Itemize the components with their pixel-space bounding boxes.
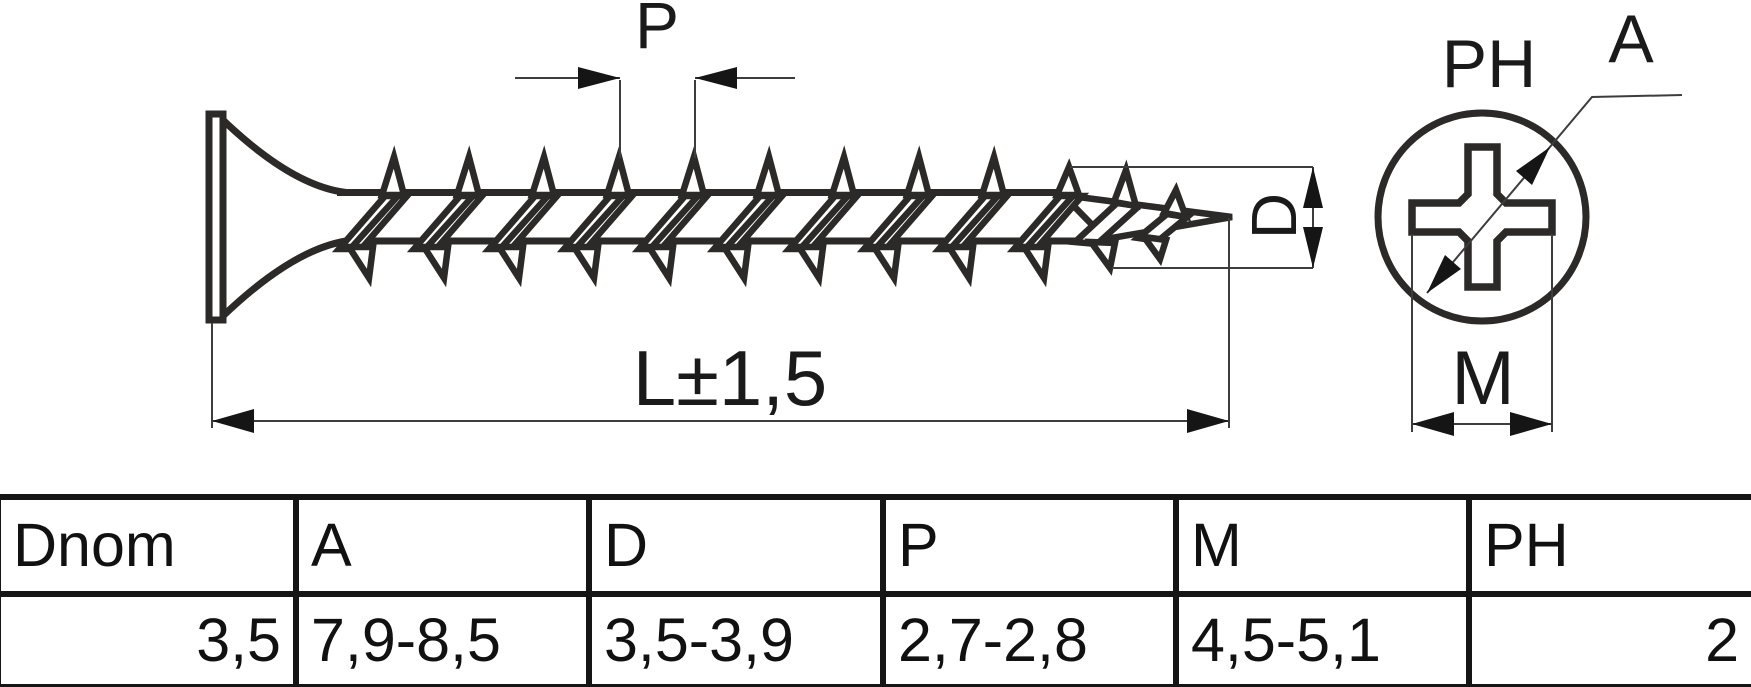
dimension-length: L±1,5 (211, 218, 1230, 433)
arrow-right-icon (1187, 409, 1229, 433)
screw-threads (331, 145, 1015, 288)
header-cell-dnom: Dnom (0, 494, 299, 597)
head-flat-face (205, 110, 227, 324)
header-cell-d: D (586, 494, 886, 597)
value-cell-ph: 2 (1466, 591, 1751, 687)
screw-tip (1006, 158, 1233, 288)
thread-unit (856, 145, 940, 288)
head-bottom-curve (220, 237, 347, 319)
arrow-downleft-icon (1427, 255, 1461, 293)
value-cell-d: 3,5-3,9 (586, 591, 886, 687)
header-cell-m: M (1173, 494, 1472, 597)
dimension-pitch: P (515, 0, 795, 158)
dimension-recess-diagonal: A (1426, 1, 1683, 294)
table-header-row: Dnom A D P M PH (0, 494, 1751, 597)
header-cell-a: A (293, 494, 592, 597)
arrow-right-icon (578, 67, 620, 89)
thread-unit (631, 145, 715, 288)
thread-unit (781, 145, 865, 288)
value-cell-a: 7,9-8,5 (293, 591, 592, 687)
dimension-diameter: D (1070, 166, 1323, 269)
head-top-curve (220, 117, 347, 196)
arrow-upright-icon (1516, 147, 1550, 185)
arrow-left-icon (1412, 412, 1454, 436)
dimension-recess-width: M (1411, 234, 1553, 436)
screw-head (205, 110, 347, 324)
recess-width-label: M (1451, 336, 1514, 421)
thread-unit (1006, 158, 1090, 288)
screw-side-view: P L±1,5 D (205, 0, 1323, 433)
tip-thread-unit (1130, 182, 1195, 267)
head-fill (223, 120, 342, 316)
phillips-recess-icon (1408, 143, 1556, 291)
head-front-view: A PH M (1374, 1, 1683, 436)
value-cell-p: 2,7-2,8 (880, 591, 1179, 687)
thread-unit (331, 145, 415, 288)
header-cell-p: P (880, 494, 1179, 597)
arrow-left-icon (212, 409, 254, 433)
arrow-left-icon (695, 67, 737, 89)
thread-unit (556, 145, 640, 288)
header-cell-ph: PH (1466, 494, 1751, 597)
diameter-label: D (1238, 193, 1310, 239)
arrow-up-icon (1303, 167, 1323, 208)
thread-unit (706, 145, 790, 288)
tip-thread-unit (1067, 159, 1147, 276)
value-cell-m: 4,5-5,1 (1173, 591, 1472, 687)
thread-unit (481, 145, 565, 288)
table-value-row: 3,5 7,9-8,5 3,5-3,9 2,7-2,8 4,5-5,1 2 (0, 591, 1751, 687)
dimensions-table: Dnom A D P M PH 3,5 7,9-8,5 3,5-3,9 2,7-… (0, 494, 1751, 687)
arrow-down-icon (1303, 227, 1323, 268)
thread-unit (406, 145, 490, 288)
value-cell-dnom: 3,5 (0, 591, 299, 687)
pitch-label: P (635, 0, 679, 62)
arrow-right-icon (1510, 412, 1552, 436)
length-label: L±1,5 (633, 334, 828, 422)
recess-diagonal-label: A (1608, 1, 1654, 77)
thread-unit (931, 145, 1015, 288)
drive-type-label: PH (1442, 26, 1536, 102)
